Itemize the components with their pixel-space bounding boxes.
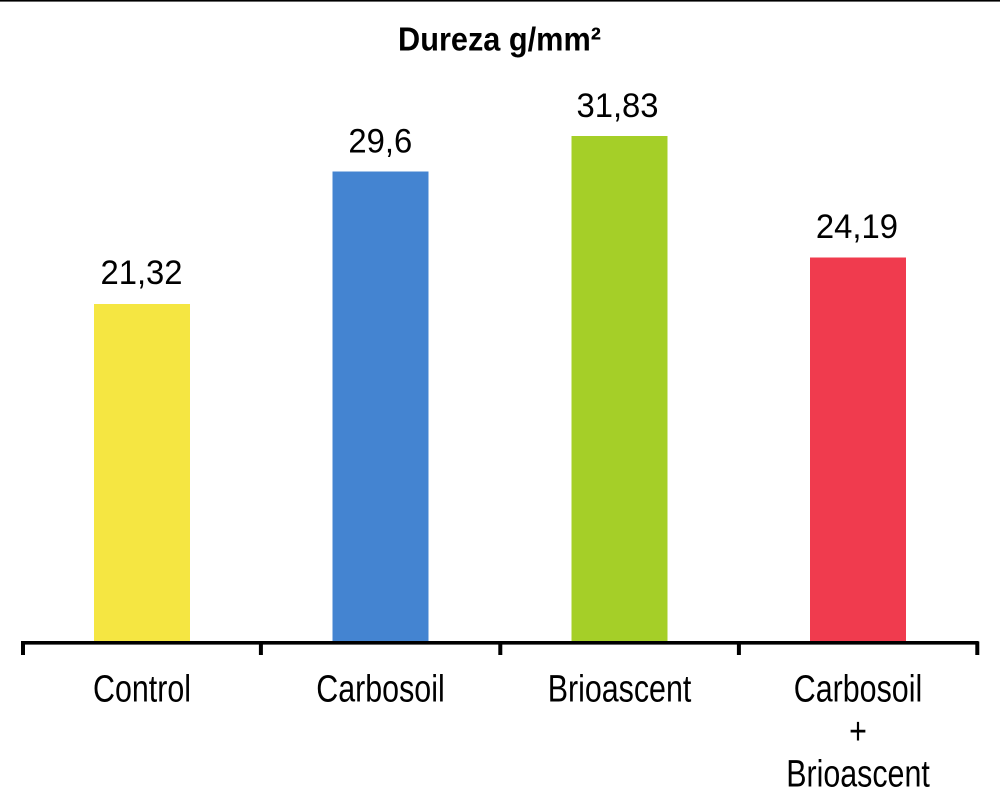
svg-text:Control: Control <box>93 668 191 710</box>
svg-text:Carbosoil: Carbosoil <box>794 668 922 710</box>
svg-text:Brioascent: Brioascent <box>548 668 692 710</box>
svg-text:Dureza g/mm²: Dureza g/mm² <box>398 20 601 57</box>
svg-text:31,83: 31,83 <box>576 87 658 125</box>
svg-text:24,19: 24,19 <box>816 208 898 246</box>
svg-text:29,6: 29,6 <box>348 123 412 161</box>
svg-text:Brioascent: Brioascent <box>786 753 930 795</box>
svg-text:+: + <box>849 711 867 753</box>
svg-text:Carbosoil: Carbosoil <box>316 668 444 710</box>
svg-text:21,32: 21,32 <box>100 255 182 293</box>
